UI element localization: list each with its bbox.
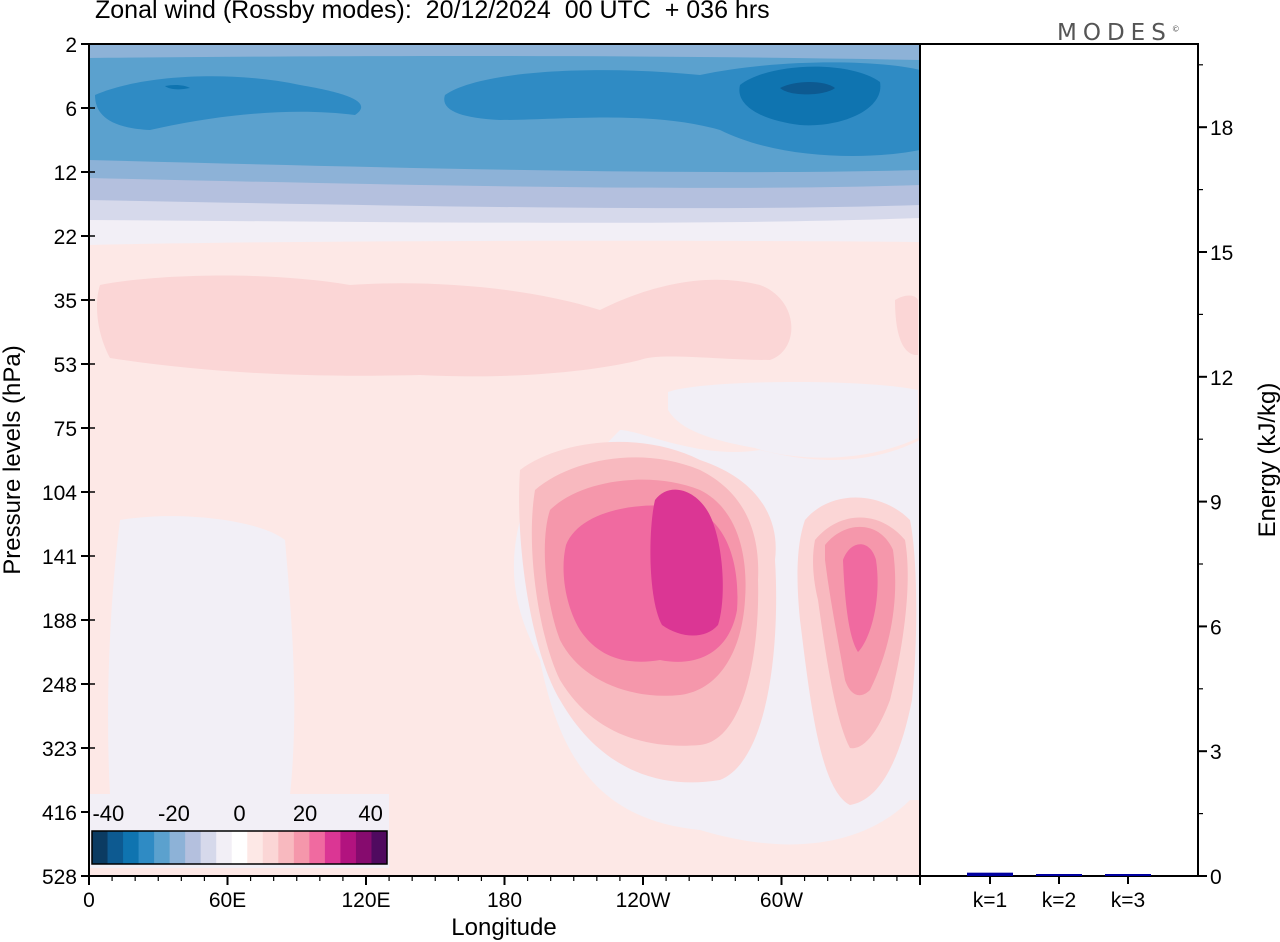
colorbar-label: 20 <box>293 801 317 826</box>
colorbar: -40 -20 0 20 40 <box>90 794 389 868</box>
colorbar-label: -20 <box>158 801 190 826</box>
colorbar-swatch <box>262 831 279 864</box>
negative-core-east-strong <box>739 66 881 126</box>
colorbar-frame <box>91 830 388 865</box>
y-axis-title: Pressure levels (hPa) <box>0 345 26 574</box>
energy-tick-label: 9 <box>1210 492 1222 515</box>
y-tick-label: 6 <box>65 98 77 121</box>
energy-tick-label: 15 <box>1210 242 1233 265</box>
y-tick-label: 35 <box>54 290 77 313</box>
colorbar-swatch <box>107 831 124 864</box>
bar-category-label: k=3 <box>1111 889 1145 912</box>
colorbar-label: -40 <box>92 801 124 826</box>
energy-tick-label: 12 <box>1210 367 1233 390</box>
weak-negative-region-southeast <box>668 381 918 458</box>
x-tick-label: 60W <box>760 889 803 912</box>
colorbar-label: 40 <box>358 801 382 826</box>
y-tick-label: 53 <box>54 354 77 377</box>
y-tick-label: 12 <box>54 162 77 185</box>
negative-core-east-max <box>780 82 835 95</box>
x-axis-title: Longitude <box>451 914 556 941</box>
colorbar-swatch <box>200 831 217 864</box>
energy-bar <box>967 872 1013 876</box>
energy-bars: k=1 k=2 k=3 <box>967 872 1151 912</box>
y-tick-label: 188 <box>42 610 77 633</box>
colorbar-swatch <box>309 831 326 864</box>
negative-core-west-max <box>165 84 190 90</box>
colorbar-swatch <box>185 831 202 864</box>
y-tick-label: 75 <box>54 418 77 441</box>
weak-negative-region-lower-left <box>108 516 295 799</box>
colorbar-swatch <box>293 831 310 864</box>
pressure-axis: 2 6 12 22 35 53 75 104 141 188 248 323 416 528 <box>42 34 95 889</box>
x-tick-label: 120E <box>341 889 390 912</box>
energy-tick-label: 0 <box>1210 866 1222 889</box>
jet-core-120W-max <box>650 489 723 636</box>
chart-title: Zonal wind (Rossby modes): 20/12/2024 00… <box>95 0 770 24</box>
x-tick-label: 60E <box>209 889 246 912</box>
colorbar-swatch <box>169 831 186 864</box>
zonal-wind-heatmap <box>89 44 920 876</box>
positive-band-35hPa-east <box>895 295 918 356</box>
energy-axis-title: Energy (kJ/kg) <box>1254 383 1280 538</box>
colorbar-swatch <box>231 831 248 864</box>
bar-category-label: k=2 <box>1042 889 1076 912</box>
colorbar-swatch <box>324 831 341 864</box>
brand-text: MODES <box>1057 20 1172 46</box>
jet-core-60W-max <box>843 544 878 652</box>
colorbar-swatch <box>123 831 140 864</box>
y-tick-label: 416 <box>42 802 77 825</box>
modes-logo: MODES© <box>1057 20 1180 46</box>
energy-bar <box>1036 874 1082 876</box>
energy-axis: 0 3 6 9 12 15 18 <box>1198 64 1233 889</box>
colorbar-swatch <box>340 831 357 864</box>
longitude-axis: 0 60E 120E 180 120W 60W <box>83 876 921 912</box>
y-tick-label: 248 <box>42 674 77 697</box>
y-tick-label: 22 <box>54 226 77 249</box>
energy-tick-label: 3 <box>1210 741 1222 764</box>
x-tick-label: 120W <box>616 889 671 912</box>
energy-tick-label: 18 <box>1210 117 1233 140</box>
x-tick-label: 180 <box>487 889 522 912</box>
x-tick-label: 0 <box>83 889 95 912</box>
colorbar-swatch <box>371 831 388 864</box>
colorbar-swatch <box>138 831 155 864</box>
colorbar-label: 0 <box>233 801 245 826</box>
y-tick-label: 141 <box>42 546 77 569</box>
y-tick-label: 528 <box>42 866 77 889</box>
negative-core-west <box>95 76 362 130</box>
colorbar-swatch <box>247 831 264 864</box>
y-tick-label: 323 <box>42 738 77 761</box>
colorbar-swatch <box>92 831 109 864</box>
energy-bar <box>1105 874 1151 876</box>
energy-tick-label: 6 <box>1210 616 1222 639</box>
bar-panel-frame <box>919 43 1199 877</box>
y-tick-label: 2 <box>65 34 77 57</box>
positive-band-35hPa <box>97 275 792 377</box>
copyright-mark: © <box>1171 24 1180 34</box>
colorbar-swatch <box>355 831 372 864</box>
colorbar-swatch <box>154 831 171 864</box>
bar-category-label: k=1 <box>973 889 1007 912</box>
y-tick-label: 104 <box>42 482 77 505</box>
colorbar-swatch <box>216 831 233 864</box>
colorbar-swatch <box>278 831 295 864</box>
